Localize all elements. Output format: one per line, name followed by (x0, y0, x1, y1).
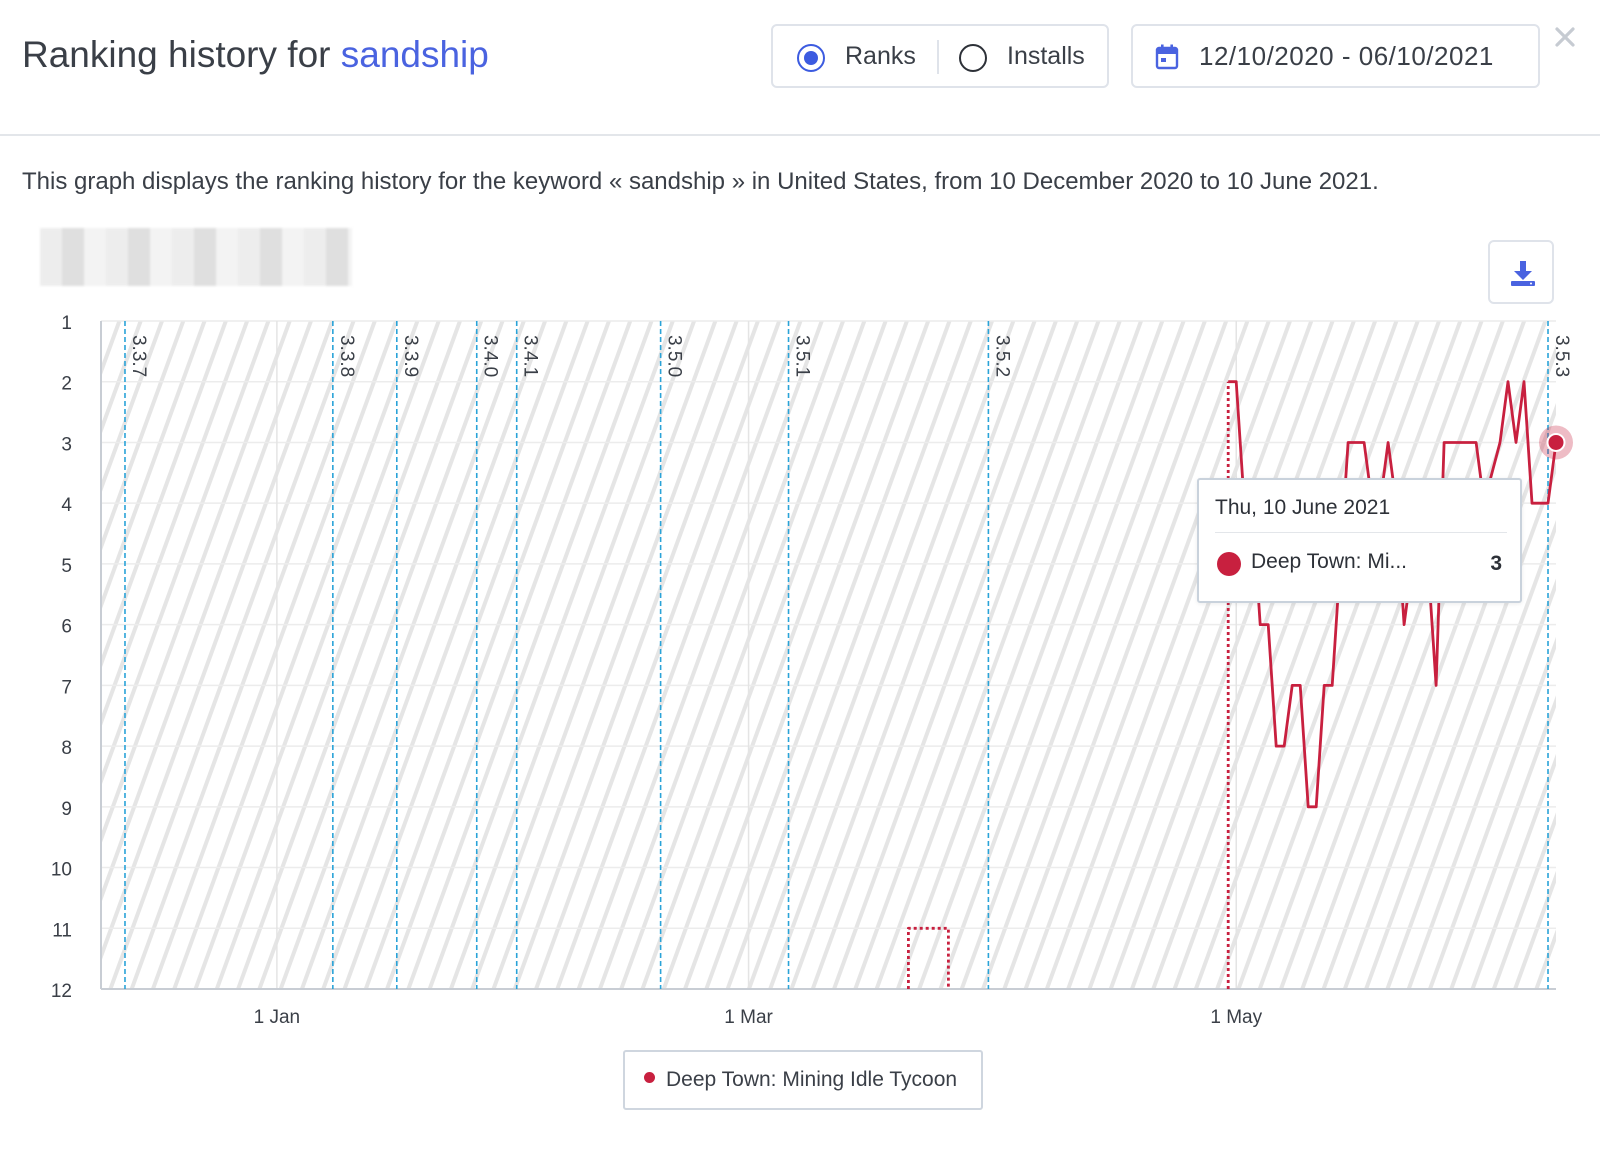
y-tick-label: 5 (61, 556, 72, 577)
y-tick-label: 6 (61, 617, 72, 638)
date-range-text: 12/10/2020 - 06/10/2021 (1199, 41, 1494, 71)
y-tick-label: 11 (52, 920, 72, 941)
x-tick-label: 1 May (1210, 1007, 1262, 1028)
series-line-missing (907, 926, 950, 989)
y-tick-label: 9 (61, 799, 72, 820)
version-marker-label: 3.4.0 (480, 335, 501, 377)
version-markers: 3.3.7 3.3.8 3.3.9 3.4.0 3.4.1 3.5.0 3.5.1 3.5.2… (124, 321, 1572, 989)
version-marker-label: 3.5.0 (664, 335, 685, 377)
y-tick-label: 7 (61, 677, 72, 698)
version-marker-label: 3.3.8 (336, 335, 357, 377)
version-marker-label: 3.5.3 (1551, 335, 1572, 377)
version-marker-label: 3.3.9 (400, 335, 421, 377)
redacted-logo (40, 228, 352, 286)
hover-point[interactable] (1546, 432, 1566, 452)
y-tick-label: 4 (61, 495, 72, 516)
toggle-divider (937, 40, 939, 74)
ranks-label[interactable]: Ranks (845, 42, 916, 70)
tooltip-value: 3 (1490, 552, 1502, 575)
x-tick-label: 1 Mar (724, 1007, 773, 1028)
calendar-icon (1155, 44, 1179, 75)
tooltip-divider (1215, 532, 1507, 533)
hover-marker[interactable] (1539, 425, 1573, 460)
y-tick-label: 10 (51, 860, 72, 881)
y-tick-label: 3 (61, 434, 72, 455)
mode-toggle: Ranks Installs (771, 24, 1109, 88)
tooltip-series-dot (1217, 552, 1241, 576)
version-marker-label: 3.4.1 (520, 335, 541, 377)
version-marker-label: 3.5.1 (792, 335, 813, 377)
x-tick-label: 1 Jan (254, 1007, 300, 1028)
installs-radio[interactable] (959, 44, 987, 72)
modal-header: Ranking history for sandship Ranks Insta… (0, 0, 1600, 136)
page-title: Ranking history for sandship (22, 34, 489, 76)
close-icon[interactable] (1554, 26, 1576, 53)
ranks-radio[interactable] (797, 44, 825, 72)
y-tick-label: 12 (51, 981, 72, 1002)
y-tick-label: 2 (61, 374, 72, 395)
download-button[interactable] (1488, 240, 1554, 304)
legend-series-label[interactable]: Deep Town: Mining Idle Tycoon (666, 1068, 958, 1091)
chart-tooltip: Thu, 10 June 2021 Deep Town: Mi... 3 (1197, 478, 1522, 603)
y-tick-label: 1 (61, 313, 72, 334)
legend-series-dot (644, 1072, 655, 1083)
plot-background (101, 321, 1556, 989)
version-marker-label: 3.5.2 (991, 335, 1012, 377)
date-range-picker[interactable]: 12/10/2020 - 06/10/2021 (1131, 24, 1540, 88)
tooltip-series-name: Deep Town: Mi... (1251, 550, 1408, 573)
chart-description: This graph displays the ranking history … (22, 168, 1379, 195)
title-prefix: Ranking history for (22, 34, 331, 75)
title-keyword: sandship (340, 34, 489, 75)
tooltip-date: Thu, 10 June 2021 (1215, 496, 1391, 519)
chart-legend[interactable]: Deep Town: Mining Idle Tycoon (623, 1050, 983, 1110)
y-tick-label: 8 (61, 738, 72, 759)
version-marker-label: 3.3.7 (128, 335, 149, 377)
installs-label[interactable]: Installs (1007, 42, 1085, 70)
